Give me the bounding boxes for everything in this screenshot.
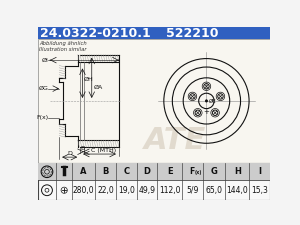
Text: H: H [234,167,241,176]
Text: (x): (x) [195,170,202,175]
Bar [38,163,270,180]
Text: ATE: ATE [144,126,207,155]
Text: B: B [80,146,84,151]
Text: C: C [123,167,129,176]
Text: ØH: ØH [84,77,94,82]
Circle shape [205,100,208,102]
Text: 24.0322-0210.1: 24.0322-0210.1 [40,27,151,40]
Text: 112,0: 112,0 [159,186,180,195]
Text: Abbildung ähnlich
Illustration similar: Abbildung ähnlich Illustration similar [39,41,87,52]
Bar [38,27,270,39]
Text: 522210: 522210 [166,27,219,40]
Text: D: D [143,167,150,176]
Text: ØI: ØI [41,58,48,63]
Text: 15,3: 15,3 [251,186,268,195]
Text: 22,0: 22,0 [97,186,114,195]
Text: A: A [80,167,87,176]
Text: ØG: ØG [38,86,48,91]
Text: 5/9: 5/9 [186,186,199,195]
Text: F: F [189,167,194,176]
Text: 49,9: 49,9 [138,186,155,195]
Text: 65,0: 65,0 [206,186,223,195]
Text: 280,0: 280,0 [73,186,94,195]
Text: I: I [258,167,261,176]
Text: G: G [211,167,218,176]
Text: ØE: ØE [209,99,216,104]
Text: 19,0: 19,0 [118,186,135,195]
Bar [38,39,270,163]
Text: +: + [203,109,209,115]
Text: ØA: ØA [93,85,103,90]
Text: 144,0: 144,0 [226,186,248,195]
Text: B: B [102,167,109,176]
Text: F(x): F(x) [36,115,48,120]
Text: E: E [167,167,172,176]
Bar [38,163,270,200]
Text: D: D [67,151,72,156]
Text: C (MTH): C (MTH) [91,148,116,153]
